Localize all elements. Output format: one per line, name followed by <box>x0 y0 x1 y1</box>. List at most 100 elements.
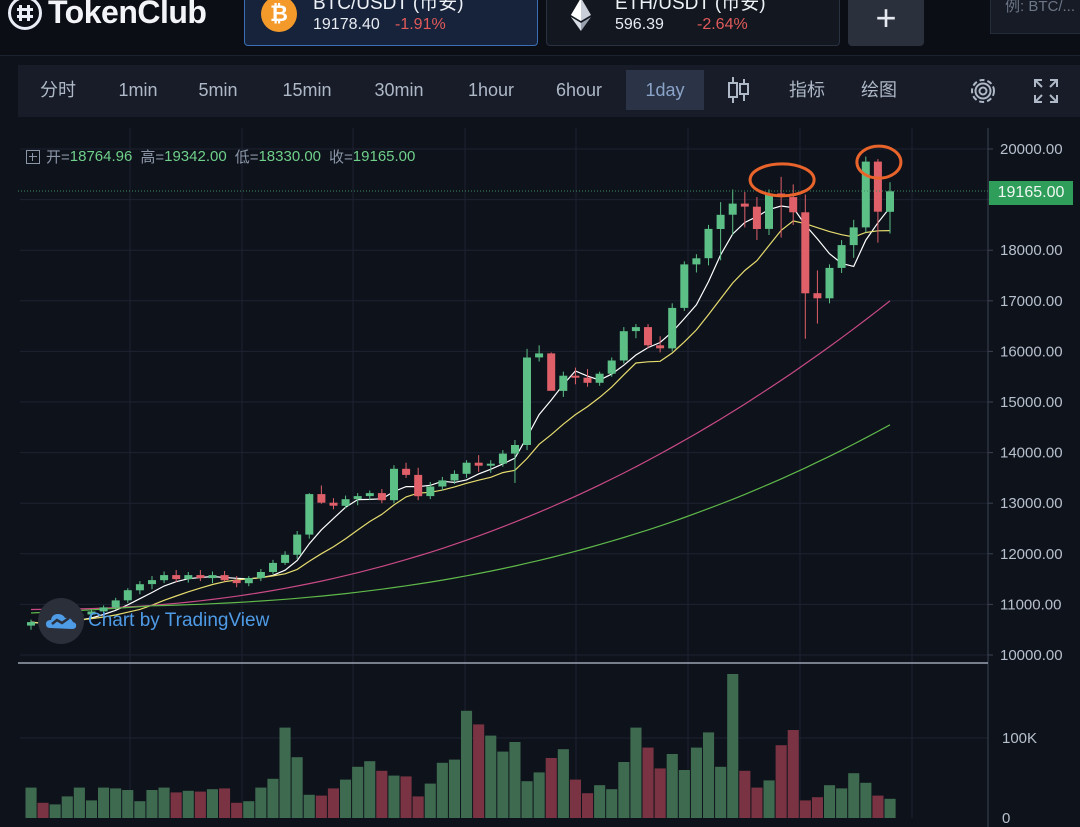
interval-15min[interactable]: 15min <box>282 80 332 100</box>
settings-gear-icon[interactable] <box>968 76 998 106</box>
add-ticker-button[interactable]: + <box>848 0 924 46</box>
candle-body <box>752 206 761 229</box>
open-value: 18764.96 <box>69 148 133 165</box>
volume-bar <box>49 804 61 818</box>
volume-bar <box>448 759 460 818</box>
interval-1min[interactable]: 1min <box>118 80 158 100</box>
chart-grid <box>20 128 988 818</box>
candle-body <box>329 502 338 506</box>
volume-bar <box>461 710 473 818</box>
ma30-line <box>30 300 891 611</box>
volume-bar <box>400 776 412 818</box>
high-value: 19342.00 <box>164 148 227 165</box>
volume-bar <box>521 781 533 818</box>
candle-body <box>244 578 253 584</box>
volume-bar <box>739 770 751 818</box>
candle-body <box>390 468 398 501</box>
ticker-pair: BTC/USDT (币安) <box>313 0 464 14</box>
volume-bar <box>775 745 787 818</box>
candle-body <box>511 445 519 454</box>
moving-average-lines <box>30 205 891 625</box>
candle-body <box>148 580 156 585</box>
candle-body <box>232 580 241 584</box>
candle-body <box>765 193 773 229</box>
interval-1day[interactable]: 1day <box>626 70 704 110</box>
bitcoin-icon: ₿ <box>261 0 297 32</box>
volume-bar <box>630 727 642 818</box>
tradingview-watermark[interactable]: Chart by TradingView <box>38 598 269 644</box>
volume-bar <box>836 788 848 818</box>
candle-body <box>813 293 822 299</box>
candle-body <box>498 453 507 464</box>
volume-bar <box>98 787 110 818</box>
ticker-price: 19178.40 <box>313 16 380 33</box>
volume-bar <box>497 751 509 818</box>
candle-body <box>680 264 689 308</box>
candle-body <box>305 494 314 535</box>
volume-bar <box>678 770 690 818</box>
volume-bar <box>557 749 569 818</box>
top-bar: TokenClub ₿ BTC/USDT (币安) 19178.40 -1.91… <box>0 0 1080 56</box>
volume-bar <box>703 732 715 818</box>
volume-bar <box>110 788 122 818</box>
draw-button[interactable]: 绘图 <box>861 80 897 100</box>
volume-bar <box>194 791 206 818</box>
volume-bar <box>654 768 666 818</box>
volume-bar <box>811 797 823 818</box>
ohlc-legend: 开= 18764.96 高= 19342.00 低= 18330.00 收= 19165… <box>26 146 423 167</box>
indicators-button[interactable]: 指标 <box>789 80 825 100</box>
volume-bar <box>690 747 702 818</box>
interval-fenshi[interactable]: 分时 <box>40 80 76 100</box>
candle-body <box>160 575 169 581</box>
expand-legend-icon[interactable] <box>26 149 40 164</box>
volume-bar <box>436 762 448 818</box>
candle-body <box>619 331 628 361</box>
tokenclub-logo[interactable]: TokenClub <box>8 0 207 31</box>
fullscreen-icon[interactable] <box>1032 77 1060 105</box>
price-chart[interactable]: 20000.0019000.0018000.0017000.0016000.00… <box>0 118 1080 827</box>
candle-body <box>523 357 531 445</box>
volume-bar <box>231 802 243 818</box>
volume-bar <box>727 674 739 818</box>
candle-body <box>644 327 652 346</box>
candle-body <box>535 353 544 358</box>
volume-bar <box>485 735 497 818</box>
volume-bar <box>799 800 811 818</box>
search-input[interactable]: 例: BTC/... <box>990 0 1080 34</box>
candlestick-type-icon[interactable] <box>726 75 750 105</box>
candle-body <box>607 360 616 374</box>
candle-body <box>704 228 713 259</box>
volume-bar <box>642 747 654 818</box>
candle-body <box>450 473 459 481</box>
interval-30min[interactable]: 30min <box>374 80 424 100</box>
price-tick-label: 15000.00 <box>1000 394 1063 411</box>
candle-body <box>462 462 471 474</box>
volume-bar <box>364 761 376 818</box>
ticker-pair: ETH/USDT (币安) <box>615 0 766 14</box>
peak-highlight-circle <box>748 162 816 198</box>
volume-bar <box>569 779 581 818</box>
candle-body <box>27 622 35 626</box>
candle-body <box>353 496 362 500</box>
candle-body <box>414 474 423 497</box>
close-label: 收= <box>329 149 353 166</box>
candle-body <box>87 611 96 615</box>
candle-body <box>886 191 894 212</box>
price-tick-label: 13000.00 <box>1000 495 1063 512</box>
candle-body <box>861 161 870 228</box>
candle-body <box>438 480 447 487</box>
ticker-tab-btc[interactable]: ₿ BTC/USDT (币安) 19178.40 -1.91% <box>244 0 538 46</box>
candle-body <box>583 377 592 383</box>
interval-1hour[interactable]: 1hour <box>467 80 515 100</box>
candle-body <box>559 375 568 391</box>
candle-body <box>111 600 120 608</box>
volume-bar <box>85 800 97 818</box>
volume-tick-label: 0 <box>1002 810 1010 827</box>
interval-5min[interactable]: 5min <box>198 80 238 100</box>
interval-6hour[interactable]: 6hour <box>555 80 603 100</box>
volume-bar <box>412 796 424 818</box>
ticker-tab-eth[interactable]: ETH/USDT (币安) 596.39 -2.64% <box>546 0 840 46</box>
last-price-badge: 19165.00 <box>989 181 1073 205</box>
candle-body <box>377 493 386 501</box>
volume-tick-label: 100K <box>1002 730 1037 747</box>
